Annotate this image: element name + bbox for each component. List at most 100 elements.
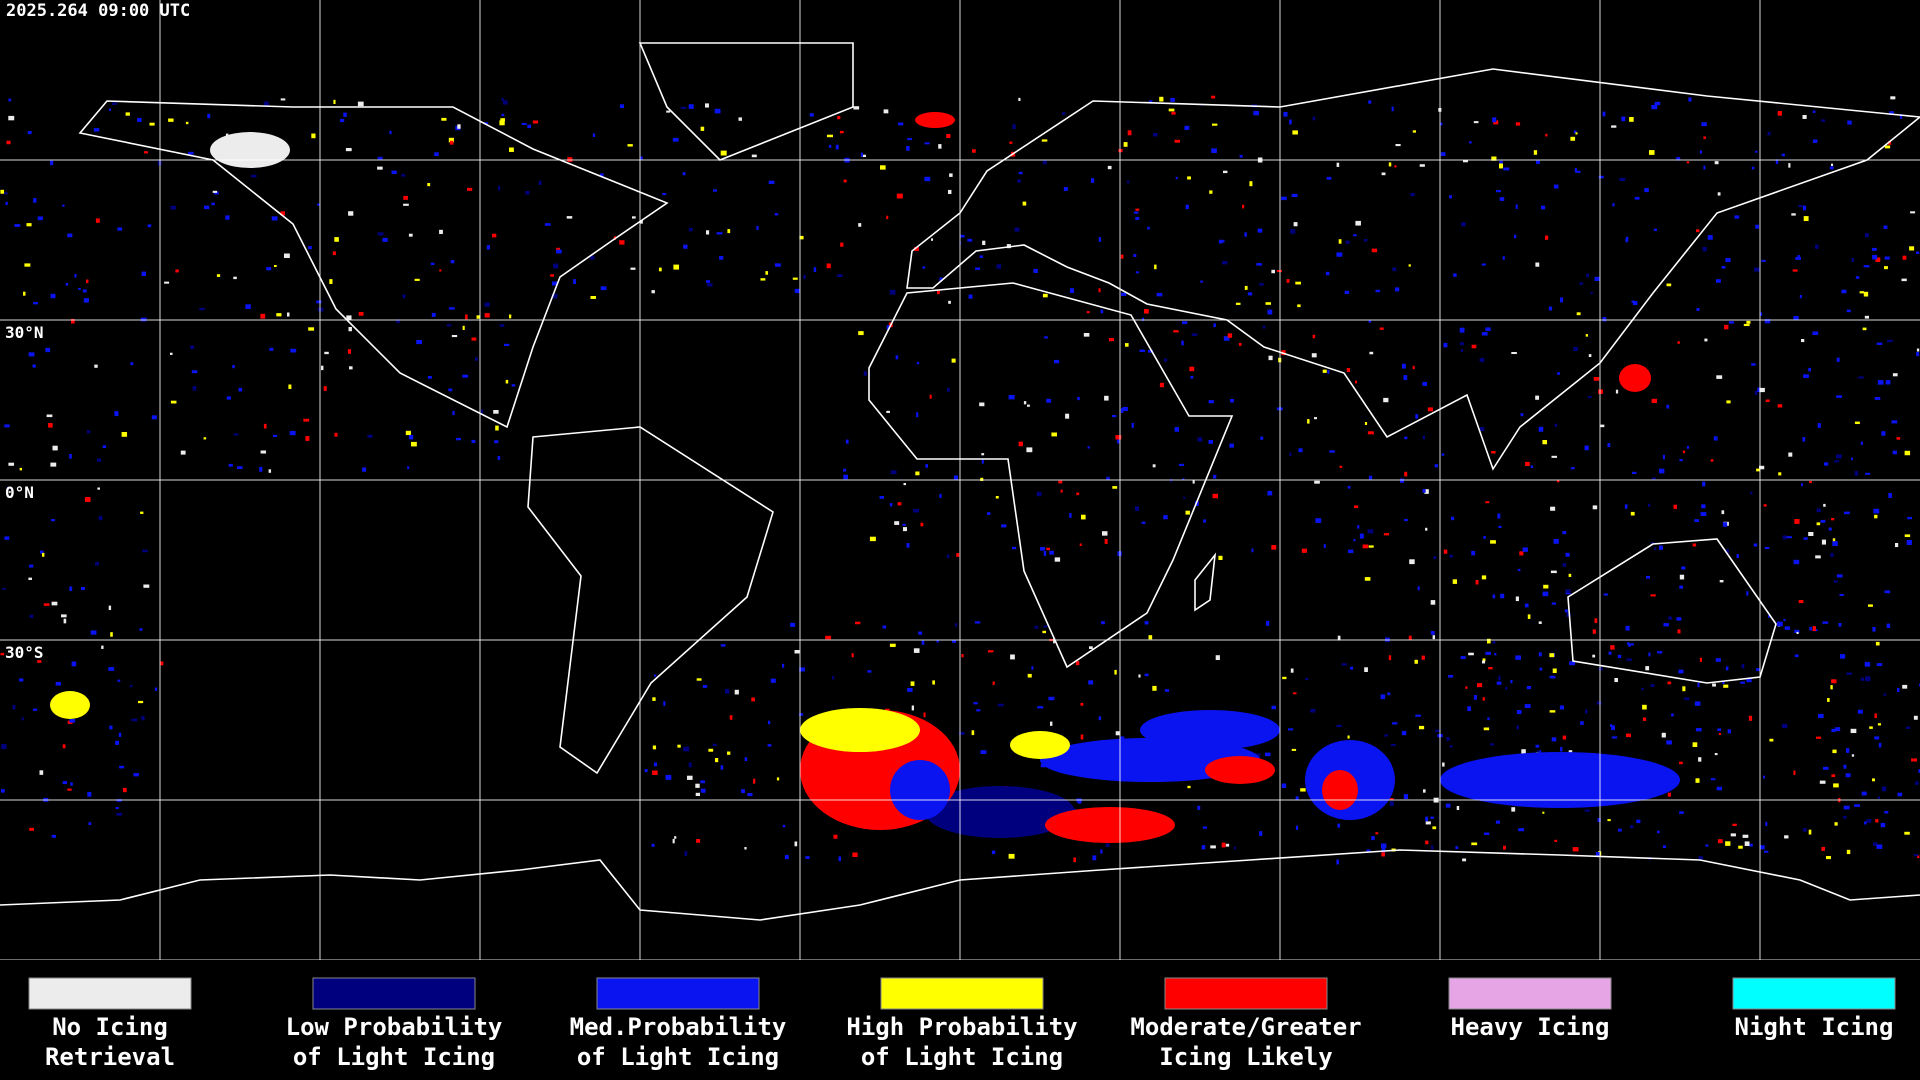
icing-pixel — [271, 216, 278, 221]
icing-pixel — [674, 836, 677, 839]
icing-pixel — [1265, 302, 1272, 305]
legend-swatch — [312, 977, 476, 1010]
icing-pixel — [1367, 431, 1374, 435]
icing-pixel — [1111, 415, 1117, 418]
icing-pixel — [1152, 685, 1157, 691]
icing-pixel — [894, 521, 900, 525]
icing-pixel — [1023, 401, 1027, 405]
icing-pixel — [1445, 803, 1451, 808]
icing-pixel — [1421, 655, 1425, 660]
icing-pixel — [475, 357, 478, 361]
icing-pixel — [897, 502, 902, 506]
icing-pixel — [1625, 625, 1630, 631]
icing-pixel — [1574, 167, 1577, 172]
icing-pixel — [1904, 534, 1911, 538]
icing-pixel — [1014, 227, 1020, 232]
icing-pixel — [838, 856, 841, 862]
icing-pixel — [1554, 423, 1558, 428]
icing-pixel — [1141, 521, 1146, 524]
legend-label: Icing Likely — [1159, 1043, 1332, 1071]
icing-pixel — [1746, 678, 1752, 683]
icing-pixel — [996, 264, 1002, 269]
icing-pixel — [0, 652, 5, 656]
icing-pixel — [1897, 687, 1900, 693]
icing-pixel — [1362, 544, 1369, 549]
icing-pixel — [1191, 333, 1198, 337]
icing-pixel — [332, 251, 336, 256]
icing-pixel — [133, 773, 139, 777]
icing-pixel — [1455, 846, 1459, 850]
icing-pixel — [1336, 859, 1339, 865]
icing-pixel — [1596, 701, 1602, 705]
icing-pixel — [1716, 279, 1721, 283]
icing-pixel — [116, 812, 123, 816]
icing-pixel — [1570, 136, 1576, 141]
icing-pixel — [1833, 580, 1838, 583]
icing-pixel — [21, 717, 24, 721]
icing-pixel — [1562, 735, 1567, 740]
icing-pixel — [348, 327, 352, 332]
icing-pixel — [1221, 842, 1226, 848]
icing-pixel — [115, 740, 120, 745]
icing-pixel — [706, 230, 710, 235]
icing-pixel — [938, 144, 942, 149]
icing-pixel — [1281, 196, 1287, 201]
icing-pixel — [1784, 626, 1790, 630]
icing-pixel — [69, 586, 73, 591]
icing-pixel — [130, 362, 134, 366]
icing-pixel — [1872, 254, 1878, 260]
icing-pixel — [1885, 380, 1891, 385]
icing-pixel — [1863, 265, 1870, 268]
icing-pixel — [1187, 785, 1191, 789]
icing-pixel — [1314, 480, 1320, 484]
icing-pixel — [260, 450, 267, 454]
icing-pixel — [1463, 160, 1468, 163]
icing-pixel — [688, 227, 693, 232]
icing-pixel — [1880, 822, 1886, 828]
icing-pixel — [1692, 742, 1698, 748]
icing-pixel — [348, 211, 354, 216]
icing-pixel — [825, 635, 832, 640]
icing-pixel — [1098, 237, 1102, 242]
icing-pixel — [566, 216, 573, 219]
icing-pixel — [1453, 273, 1457, 277]
icing-pixel — [640, 156, 643, 161]
icing-pixel — [696, 678, 702, 681]
icing-pixel — [1843, 816, 1847, 819]
icing-pixel — [665, 774, 672, 780]
icing-pixel — [1831, 163, 1834, 167]
icing-pixel — [1794, 519, 1800, 524]
icing-pixel — [1259, 283, 1264, 286]
icing-pixel — [1562, 531, 1567, 535]
icing-pixel — [1154, 264, 1157, 270]
icing-pixel — [1538, 621, 1542, 624]
icing-pixel — [448, 307, 455, 310]
icing-pixel — [1344, 290, 1350, 294]
icing-pixel — [131, 718, 138, 722]
icing-pixel — [948, 300, 951, 304]
icing-pixel — [1841, 289, 1847, 294]
icing-pixel — [1642, 717, 1647, 721]
icing-pixel — [799, 235, 804, 240]
icing-pixel — [1631, 300, 1635, 303]
icing-pixel — [1560, 747, 1563, 752]
icing-pixel — [471, 337, 477, 341]
icing-pixel — [947, 387, 950, 392]
icing-pixel — [1027, 404, 1030, 407]
icing-pixel — [117, 679, 121, 682]
icing-pixel — [1086, 311, 1090, 314]
icing-pixel — [1164, 689, 1170, 692]
icing-pixel — [1, 744, 7, 750]
icing-pixel — [1549, 653, 1555, 658]
icing-pixel — [889, 643, 896, 647]
icing-pixel — [1821, 539, 1827, 545]
icing-pixel — [932, 680, 935, 685]
icing-pixel — [951, 358, 956, 363]
icing-pixel — [1861, 791, 1866, 796]
icing-pixel — [1147, 226, 1150, 230]
icing-pixel — [334, 237, 339, 242]
icing-pixel — [1425, 816, 1429, 822]
icing-pixel — [1645, 666, 1650, 671]
icing-patch — [1010, 731, 1070, 759]
